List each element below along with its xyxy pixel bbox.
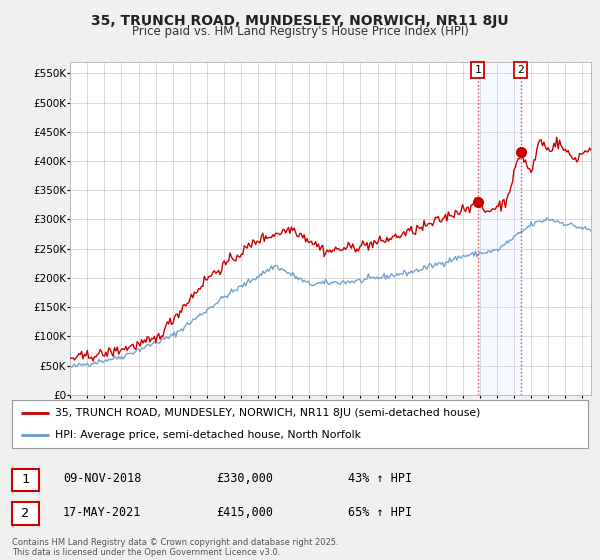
Text: 1: 1 bbox=[22, 473, 29, 487]
Text: £330,000: £330,000 bbox=[216, 472, 273, 486]
Text: 65% ↑ HPI: 65% ↑ HPI bbox=[348, 506, 412, 519]
Text: 35, TRUNCH ROAD, MUNDESLEY, NORWICH, NR11 8JU: 35, TRUNCH ROAD, MUNDESLEY, NORWICH, NR1… bbox=[91, 14, 509, 28]
Text: Contains HM Land Registry data © Crown copyright and database right 2025.
This d: Contains HM Land Registry data © Crown c… bbox=[12, 538, 338, 557]
Text: 35, TRUNCH ROAD, MUNDESLEY, NORWICH, NR11 8JU (semi-detached house): 35, TRUNCH ROAD, MUNDESLEY, NORWICH, NR1… bbox=[55, 408, 481, 418]
Text: 1: 1 bbox=[474, 65, 481, 75]
Text: 43% ↑ HPI: 43% ↑ HPI bbox=[348, 472, 412, 486]
Text: 2: 2 bbox=[517, 65, 524, 75]
Text: Price paid vs. HM Land Registry's House Price Index (HPI): Price paid vs. HM Land Registry's House … bbox=[131, 25, 469, 38]
Text: £415,000: £415,000 bbox=[216, 506, 273, 519]
Text: 2: 2 bbox=[22, 507, 29, 520]
Text: HPI: Average price, semi-detached house, North Norfolk: HPI: Average price, semi-detached house,… bbox=[55, 430, 361, 440]
Text: 09-NOV-2018: 09-NOV-2018 bbox=[63, 472, 142, 486]
Bar bbox=[478, 62, 521, 395]
Text: 17-MAY-2021: 17-MAY-2021 bbox=[63, 506, 142, 519]
